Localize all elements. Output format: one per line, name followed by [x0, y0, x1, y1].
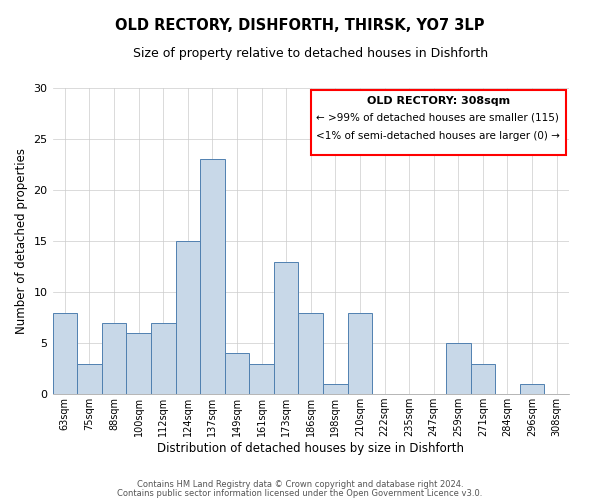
Bar — [102, 322, 127, 394]
Bar — [77, 364, 102, 394]
FancyBboxPatch shape — [311, 90, 566, 156]
Text: ← >99% of detached houses are smaller (115): ← >99% of detached houses are smaller (1… — [316, 112, 559, 122]
Bar — [347, 312, 372, 394]
Y-axis label: Number of detached properties: Number of detached properties — [15, 148, 28, 334]
Bar — [470, 364, 495, 394]
Text: Contains public sector information licensed under the Open Government Licence v3: Contains public sector information licen… — [118, 488, 482, 498]
Bar — [53, 312, 77, 394]
Bar — [224, 354, 249, 394]
Bar — [127, 333, 151, 394]
Bar — [446, 343, 470, 394]
Title: Size of property relative to detached houses in Dishforth: Size of property relative to detached ho… — [133, 48, 488, 60]
Text: <1% of semi-detached houses are larger (0) →: <1% of semi-detached houses are larger (… — [316, 131, 560, 141]
Bar — [298, 312, 323, 394]
Text: OLD RECTORY: 308sqm: OLD RECTORY: 308sqm — [367, 96, 510, 106]
Text: Contains HM Land Registry data © Crown copyright and database right 2024.: Contains HM Land Registry data © Crown c… — [137, 480, 463, 489]
Bar — [323, 384, 347, 394]
X-axis label: Distribution of detached houses by size in Dishforth: Distribution of detached houses by size … — [157, 442, 464, 455]
Bar — [151, 322, 176, 394]
Bar — [520, 384, 544, 394]
Bar — [176, 241, 200, 394]
Bar — [200, 160, 224, 394]
Text: OLD RECTORY, DISHFORTH, THIRSK, YO7 3LP: OLD RECTORY, DISHFORTH, THIRSK, YO7 3LP — [115, 18, 485, 32]
Bar — [249, 364, 274, 394]
Bar — [274, 262, 298, 394]
